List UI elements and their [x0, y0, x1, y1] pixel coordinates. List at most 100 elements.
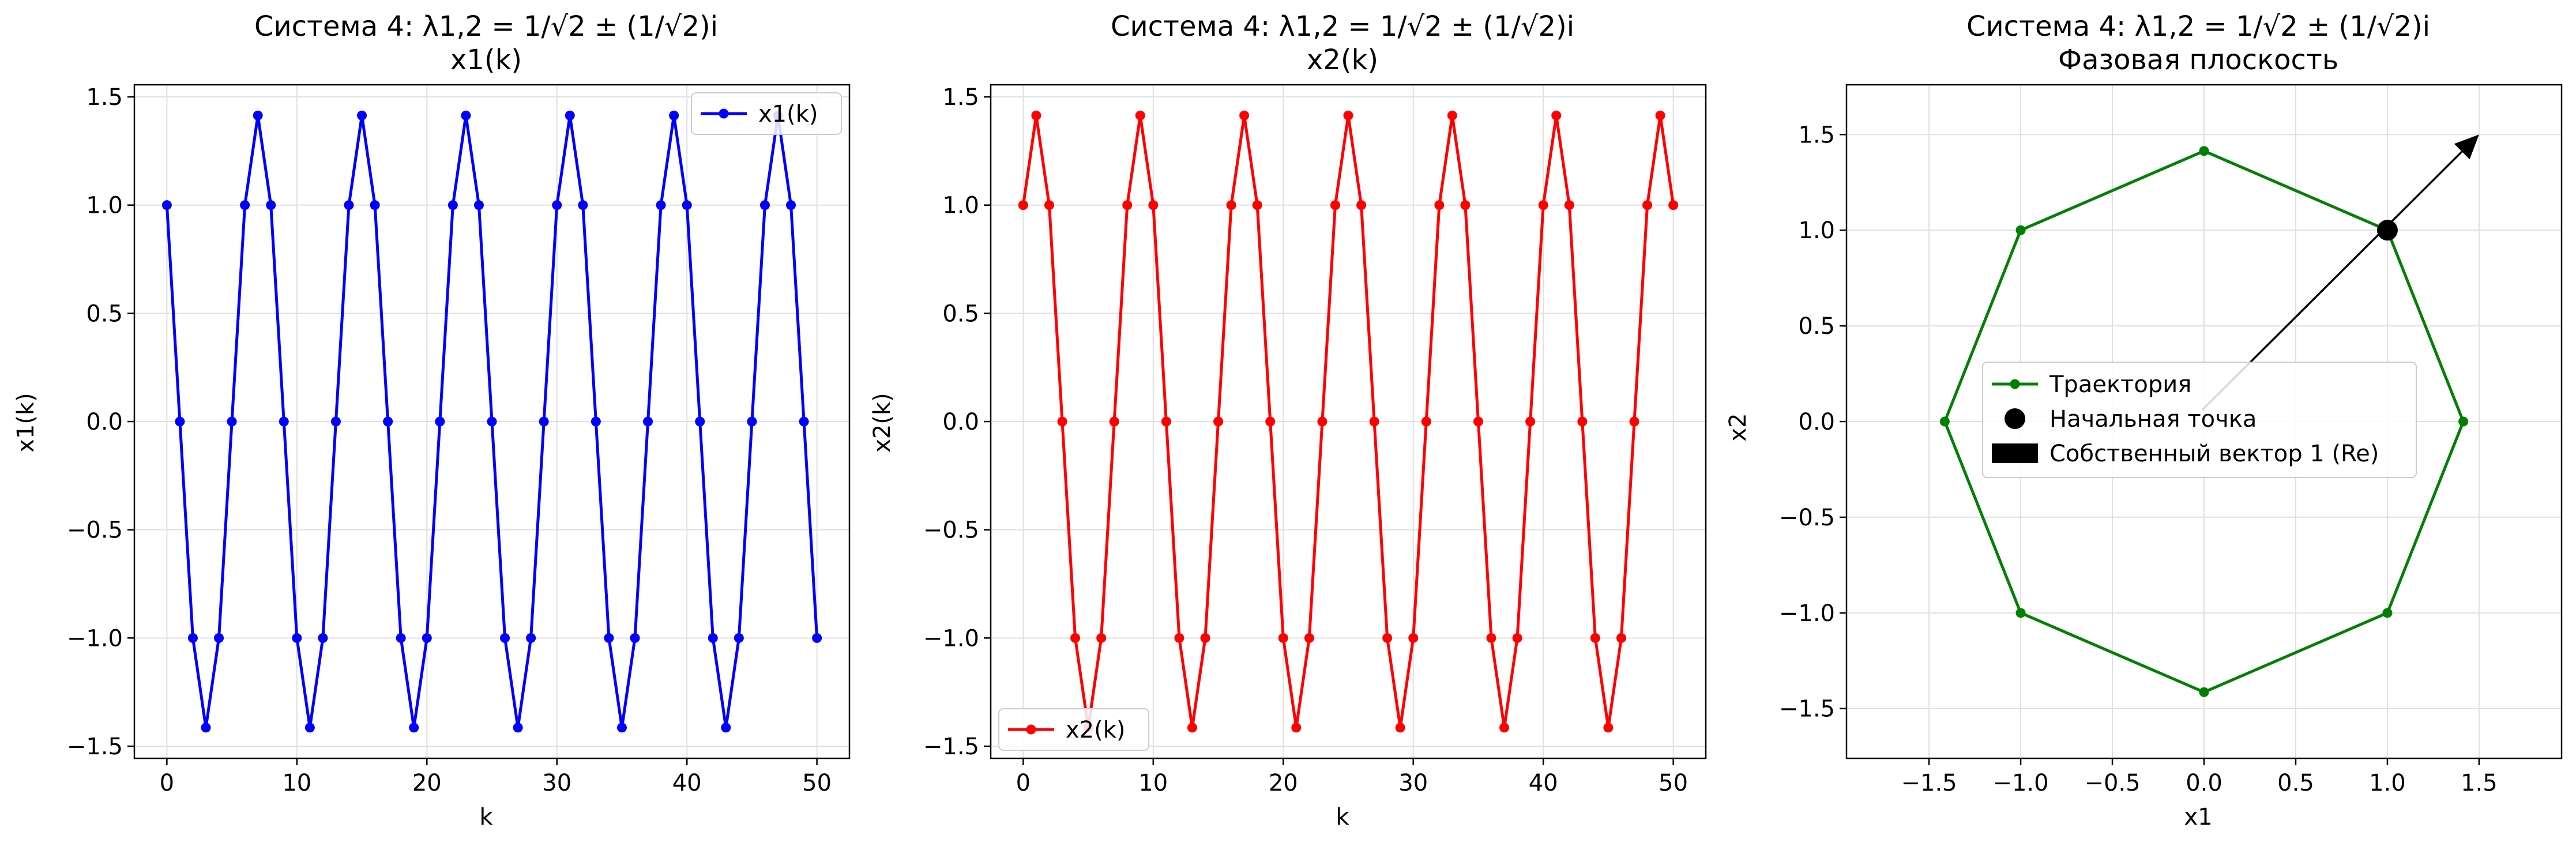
plot-x1-title: Система 4: λ1,2 = 1/√2 ± (1/√2)i [254, 10, 718, 43]
data-point [1252, 200, 1262, 210]
data-point [330, 416, 341, 427]
x-tick-label: 0 [160, 770, 174, 796]
data-point [1421, 416, 1431, 427]
legend-label: Траектория [2049, 371, 2191, 398]
plot-phase: Система 4: λ1,2 = 1/√2 ± (1/√2)i Фазовая… [1725, 10, 2563, 830]
start-point [2376, 220, 2398, 241]
data-point [591, 416, 601, 427]
data-point [161, 200, 172, 210]
x-tick-label: 10 [1138, 770, 1168, 796]
data-point [175, 416, 185, 427]
data-point [1174, 633, 1184, 643]
x-tick-label: 50 [802, 770, 832, 796]
data-point [357, 110, 367, 121]
data-point [383, 416, 393, 427]
x-tick-label: 10 [282, 770, 311, 796]
data-point [643, 416, 653, 427]
y-tick-label: −1.0 [67, 625, 123, 652]
data-point [500, 633, 510, 643]
data-point [292, 633, 302, 643]
y-tick-label: −0.5 [67, 517, 123, 544]
data-point [1135, 110, 1145, 121]
data-point [539, 416, 549, 427]
data-point [2199, 687, 2209, 697]
data-point [409, 723, 419, 733]
legend-box [998, 708, 1149, 751]
data-point [759, 200, 770, 210]
data-point [1395, 723, 1405, 733]
data-point [1590, 633, 1600, 643]
x-tick-label: 20 [412, 770, 442, 796]
data-point [279, 416, 289, 427]
y-tick-label: 0.0 [1798, 409, 1835, 435]
plot-phase-frame [1845, 84, 2563, 759]
plot-x2-subtitle: x2(k) [1307, 44, 1378, 76]
data-point [616, 723, 627, 733]
data-point [240, 200, 250, 210]
plot-phase-subtitle: Фазовая плоскость [2058, 44, 2338, 76]
plot-x1-xlabel: k [479, 804, 493, 830]
data-point [526, 633, 536, 643]
data-point [396, 633, 406, 643]
y-tick-label: 1.0 [1798, 217, 1835, 244]
plot-x2-xlabel: k [1336, 804, 1349, 830]
data-point [187, 633, 198, 643]
data-point [734, 633, 744, 643]
data-point [1187, 723, 1197, 733]
y-tick-label: 0.5 [942, 300, 979, 327]
data-point [253, 110, 263, 121]
data-point [473, 200, 484, 210]
data-point [799, 416, 809, 427]
data-point [422, 633, 432, 643]
data-point [1434, 200, 1445, 210]
data-point [1369, 416, 1379, 427]
data-point [578, 200, 588, 210]
data-point [630, 633, 640, 643]
data-point [1031, 110, 1041, 121]
plot-x2-ylabel: x2(k) [869, 393, 896, 453]
data-point [682, 200, 692, 210]
x-tick-label: 1.0 [2369, 770, 2406, 796]
data-point [1018, 200, 1028, 210]
x-tick-label: −1.0 [1992, 770, 2048, 796]
data-point [604, 633, 614, 643]
legend-label: Начальная точка [2049, 406, 2257, 433]
data-point [447, 200, 458, 210]
data-point [1655, 110, 1665, 121]
eigenvector-head [2454, 134, 2479, 160]
data-point [552, 200, 562, 210]
data-point [1473, 416, 1483, 427]
data-point [370, 200, 380, 210]
data-point [1122, 200, 1133, 210]
y-tick-label: 0.5 [1798, 313, 1835, 340]
data-point [1382, 633, 1393, 643]
x-tick-label: 0.5 [2277, 770, 2314, 796]
plot-x1-ylabel: x1(k) [13, 393, 39, 453]
data-point [1343, 110, 1353, 121]
data-point [669, 110, 679, 121]
data-point [786, 200, 796, 210]
series-x1 [161, 110, 822, 733]
data-point [1486, 633, 1496, 643]
y-tick-label: 0.0 [86, 409, 123, 435]
data-point [1148, 200, 1159, 210]
data-point [1317, 416, 1328, 427]
data-point [1642, 200, 1653, 210]
legend-box [1982, 362, 2417, 478]
data-point [656, 200, 666, 210]
plot-phase-title: Система 4: λ1,2 = 1/√2 ± (1/√2)i [1966, 10, 2430, 43]
data-point [435, 416, 445, 427]
data-point [487, 416, 497, 427]
data-point [201, 723, 211, 733]
x-tick-label: 40 [672, 770, 702, 796]
data-point [1603, 723, 1614, 733]
plot-x1-subtitle: x1(k) [450, 44, 522, 76]
plot-x1: Система 4: λ1,2 = 1/√2 ± (1/√2)i x1(k) k… [13, 10, 851, 830]
y-tick-label: 0.0 [942, 409, 979, 435]
plot-phase-ylabel: x2 [1725, 413, 1751, 441]
data-point [812, 633, 822, 643]
data-point [1408, 633, 1419, 643]
data-point [1551, 110, 1562, 121]
data-point [1044, 200, 1054, 210]
x-tick-label: 40 [1529, 770, 1558, 796]
